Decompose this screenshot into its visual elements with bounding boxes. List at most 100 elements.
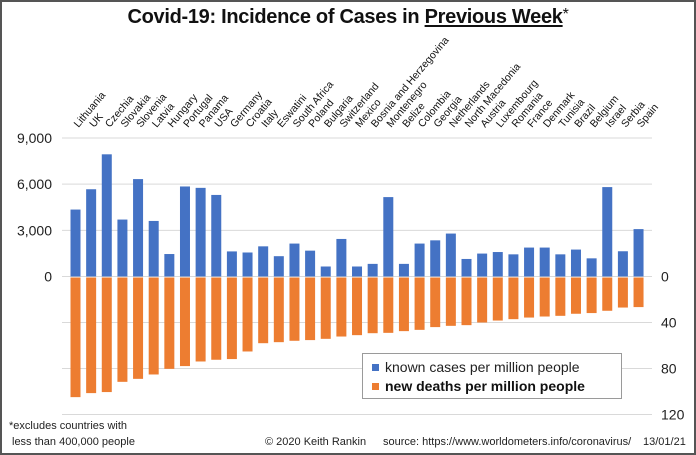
deaths-bar [477, 277, 488, 323]
cases-bar [320, 266, 331, 277]
legend-swatch-deaths [372, 383, 379, 390]
source-text: source: https://www.worldometers.info/co… [383, 436, 632, 448]
copyright-text: © 2020 Keith Rankin [265, 436, 367, 448]
cases-bar [148, 220, 159, 277]
cases-bar [195, 187, 206, 277]
cases-bar [117, 219, 128, 277]
cases-bar [633, 229, 644, 277]
deaths-bar [242, 277, 253, 352]
deaths-bar [133, 277, 144, 379]
left-tick-label: 9,000 [17, 130, 52, 146]
deaths-bar [602, 277, 613, 311]
cases-bar [164, 254, 175, 277]
cases-bar [570, 249, 581, 277]
legend-swatch-cases [372, 364, 379, 371]
deaths-bar [414, 277, 425, 330]
deaths-bar [570, 277, 581, 314]
deaths-bar [524, 277, 535, 318]
deaths-bar [398, 277, 409, 332]
cases-bar [602, 187, 613, 277]
deaths-bar [148, 277, 159, 375]
cases-bar [617, 251, 628, 277]
right-axis: 0 40 80 120 [661, 269, 685, 423]
left-tick-label: 0 [44, 269, 52, 285]
cases-bar [352, 266, 363, 277]
cases-bar [445, 233, 456, 277]
deaths-bar [70, 277, 81, 398]
right-tick-label: 120 [661, 407, 685, 423]
legend-item-deaths: new deaths per million people [372, 378, 585, 394]
cases-bar [383, 197, 394, 277]
cases-bar [398, 263, 409, 277]
deaths-bar [508, 277, 519, 320]
deaths-bar [305, 277, 316, 341]
deaths-series [70, 277, 644, 398]
deaths-bar [258, 277, 269, 344]
cases-bar [414, 243, 425, 277]
cases-bar [430, 240, 441, 277]
left-tick-label: 3,000 [17, 222, 52, 238]
deaths-bar [492, 277, 503, 321]
title-prefix: Covid-19: Incidence of Cases in [127, 6, 425, 28]
category-labels: LithuaniaUKCzechiaSlovakiaSloveniaLatvia… [72, 34, 662, 129]
footnote-line-1: *excludes countries with [9, 420, 128, 432]
right-tick-label: 80 [661, 361, 677, 377]
deaths-bar [117, 277, 128, 382]
cases-bar [133, 179, 144, 277]
right-tick-label: 40 [661, 315, 677, 331]
cases-bar [539, 247, 550, 277]
cases-bar [273, 256, 284, 277]
cases-bar [367, 263, 378, 277]
legend-label-cases: known cases per million people [385, 359, 580, 375]
cases-series [70, 154, 644, 277]
deaths-bar [195, 277, 206, 362]
cases-bar [492, 252, 503, 277]
cases-bar [461, 258, 472, 277]
cases-bar [508, 254, 519, 277]
deaths-bar [101, 277, 112, 393]
cases-bar [70, 209, 81, 277]
deaths-bar [555, 277, 566, 316]
deaths-bar [383, 277, 394, 333]
deaths-bar [445, 277, 456, 326]
cases-bar [179, 186, 190, 277]
cases-bar [336, 238, 347, 277]
title-underlined: Previous Week [424, 6, 563, 28]
deaths-bar [461, 277, 472, 326]
deaths-bar [352, 277, 363, 336]
deaths-bar [539, 277, 550, 317]
deaths-bar [211, 277, 222, 360]
deaths-bar [226, 277, 237, 360]
date-text: 13/01/21 [643, 436, 686, 448]
chart-title: Covid-19: Incidence of Cases in Previous… [0, 6, 696, 29]
deaths-bar [164, 277, 175, 369]
deaths-bar [336, 277, 347, 337]
cases-bar [101, 154, 112, 277]
cases-bar [226, 251, 237, 277]
cases-bar [86, 189, 97, 277]
deaths-bar [586, 277, 597, 314]
cases-bar [586, 258, 597, 277]
deaths-bar [617, 277, 628, 308]
deaths-bar [273, 277, 284, 343]
footnote-line-2: less than 400,000 people [12, 436, 135, 448]
cases-bar [289, 243, 300, 277]
left-axis: 0 3,000 6,000 9,000 [17, 130, 52, 285]
cases-bar [477, 253, 488, 277]
deaths-bar [289, 277, 300, 341]
cases-bar [524, 247, 535, 277]
cases-bar [211, 194, 222, 277]
deaths-bar [367, 277, 378, 334]
right-tick-label: 0 [661, 269, 669, 285]
cases-bar [305, 250, 316, 277]
title-asterisk: * [562, 6, 569, 23]
deaths-bar [86, 277, 97, 394]
cases-bar [555, 254, 566, 277]
cases-bar [242, 252, 253, 277]
deaths-bar [633, 277, 644, 308]
cases-bar [258, 246, 269, 277]
deaths-bar [179, 277, 190, 367]
legend-label-deaths: new deaths per million people [385, 378, 585, 394]
deaths-bar [430, 277, 441, 328]
